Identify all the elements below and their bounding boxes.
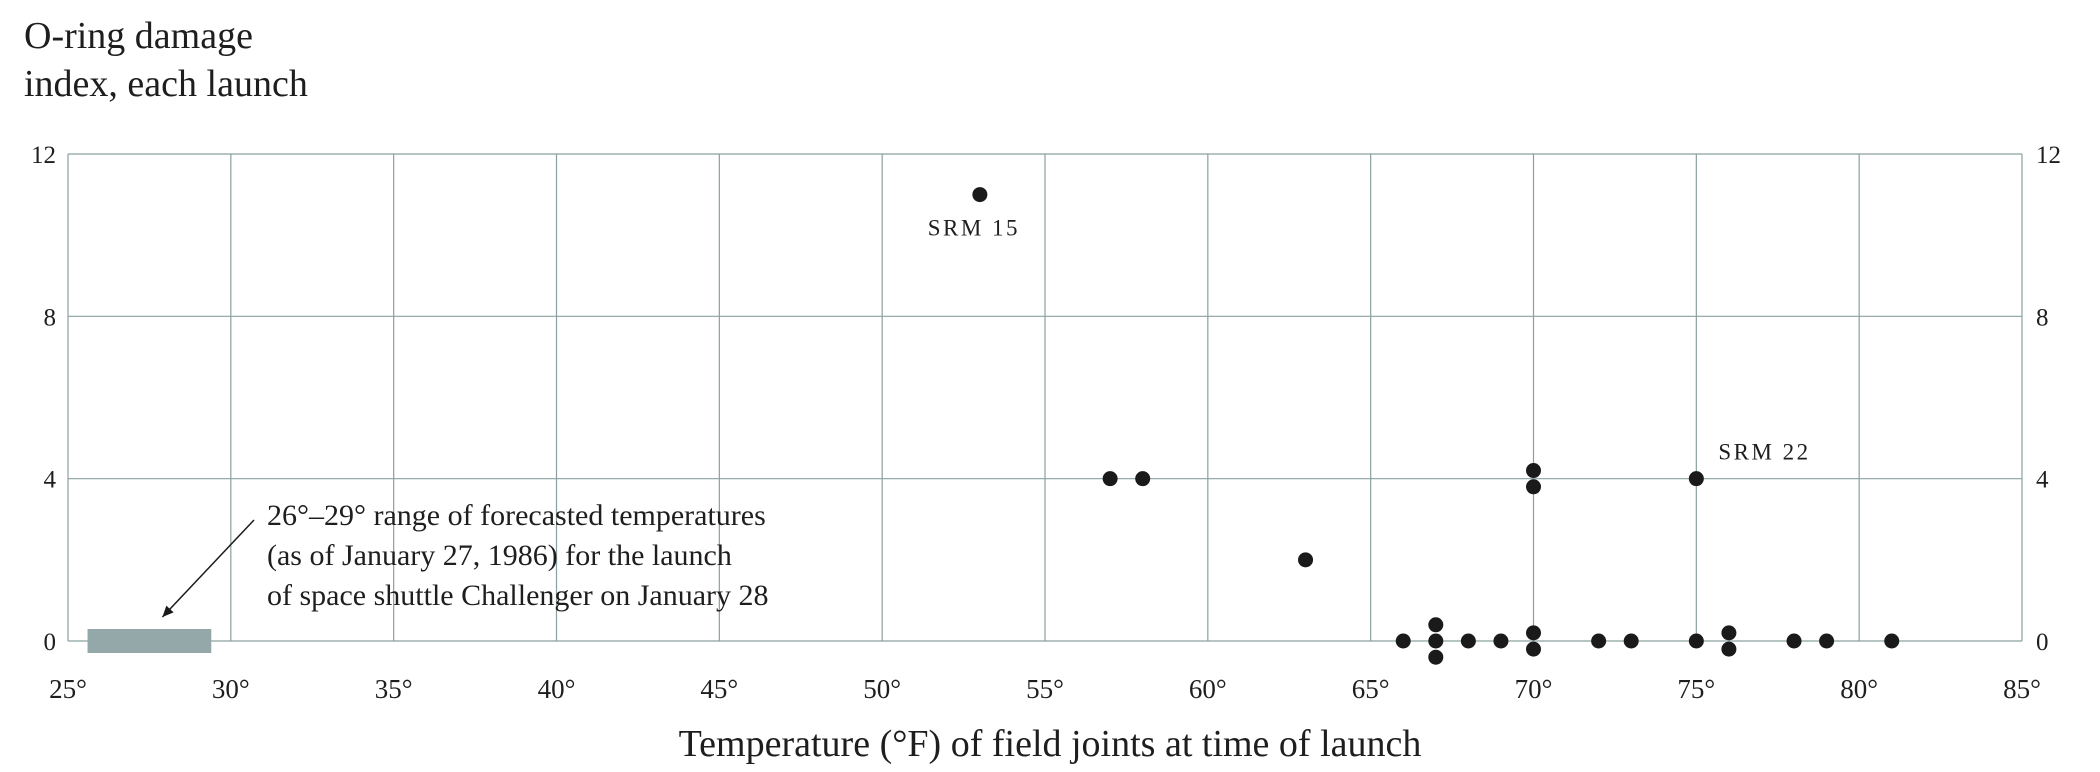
tick-labels: 25° 30° 35° 40° 45° 50° 55° 60° 65° 70° 75° 80° 85° 0… bbox=[31, 142, 2061, 704]
data-point-9 bbox=[1493, 633, 1509, 649]
data-point-2 bbox=[1135, 471, 1151, 487]
x-axis-title: Temperature (°F) of field joints at time… bbox=[678, 723, 1422, 765]
x-tick-label-10: 75° bbox=[1677, 674, 1715, 704]
data-point-22 bbox=[1884, 633, 1900, 649]
x-tick-label-7: 60° bbox=[1189, 674, 1227, 704]
x-tick-label-4: 45° bbox=[700, 674, 738, 704]
data-point-15 bbox=[1623, 633, 1639, 649]
annotation-line-1: 26°–29° range of forecasted temperatures bbox=[267, 499, 766, 532]
x-tick-label-5: 50° bbox=[863, 674, 901, 704]
point-labels: SRM 15 SRM 22 bbox=[928, 216, 1810, 465]
y-tick-label-left-3: 12 bbox=[31, 142, 56, 169]
data-point-11 bbox=[1526, 479, 1541, 495]
x-tick-label-2: 35° bbox=[375, 674, 413, 704]
annotation-arrow-line bbox=[161, 519, 255, 618]
data-point-17 bbox=[1688, 633, 1704, 649]
data-point-19 bbox=[1721, 641, 1737, 657]
data-point-14 bbox=[1591, 633, 1607, 649]
x-tick-label-3: 40° bbox=[538, 674, 576, 704]
annotation-arrow-head bbox=[162, 605, 174, 617]
forecast-range-band bbox=[87, 629, 212, 653]
data-point-7 bbox=[1428, 649, 1444, 665]
y-tick-label-left-0: 0 bbox=[44, 629, 57, 656]
grid bbox=[67, 153, 2023, 642]
x-tick-label-1: 30° bbox=[212, 674, 250, 704]
data-point-18 bbox=[1721, 625, 1737, 641]
data-point-21 bbox=[1819, 633, 1835, 649]
y-tick-label-right-2: 8 bbox=[2036, 304, 2049, 331]
data-points bbox=[972, 187, 1900, 665]
data-point-5 bbox=[1428, 617, 1444, 633]
data-point-1 bbox=[1102, 471, 1118, 487]
forecast-range-band-group bbox=[87, 629, 212, 653]
x-tick-label-0: 25° bbox=[49, 674, 87, 704]
annotation-arrow-group bbox=[161, 519, 255, 618]
data-point-10 bbox=[1526, 463, 1541, 479]
data-point-13 bbox=[1526, 641, 1541, 657]
data-point-8 bbox=[1460, 633, 1476, 649]
data-point-6 bbox=[1428, 633, 1444, 649]
point-label-srm-22: SRM 22 bbox=[1718, 440, 1810, 465]
data-point-20 bbox=[1786, 633, 1802, 649]
data-point-3 bbox=[1298, 552, 1314, 568]
annotation-line-2: (as of January 27, 1986) for the launch bbox=[267, 539, 732, 572]
data-point-12 bbox=[1526, 625, 1541, 641]
y-tick-label-right-1: 4 bbox=[2036, 467, 2049, 494]
data-point-16 bbox=[1688, 471, 1704, 487]
x-tick-label-11: 80° bbox=[1840, 674, 1878, 704]
y-tick-label-left-2: 8 bbox=[44, 304, 57, 331]
forecast-annotation: 26°–29° range of forecasted temperatures… bbox=[267, 496, 769, 616]
y-axis-title: O-ring damage index, each launch bbox=[24, 12, 308, 108]
y-axis-title-line-2: index, each launch bbox=[24, 63, 308, 105]
x-tick-label-9: 70° bbox=[1515, 674, 1553, 704]
y-axis-title-line-1: O-ring damage bbox=[24, 15, 253, 57]
x-tick-label-12: 85° bbox=[2003, 674, 2041, 704]
data-point-0 bbox=[972, 187, 988, 203]
data-point-4 bbox=[1395, 633, 1411, 649]
annotation-line-3: of space shuttle Challenger on January 2… bbox=[267, 579, 769, 612]
y-tick-label-left-1: 4 bbox=[44, 467, 57, 494]
y-tick-label-right-0: 0 bbox=[2036, 629, 2049, 656]
x-tick-label-8: 65° bbox=[1352, 674, 1390, 704]
x-tick-label-6: 55° bbox=[1026, 674, 1064, 704]
y-tick-label-right-3: 12 bbox=[2036, 142, 2061, 169]
point-label-srm-15: SRM 15 bbox=[928, 216, 1020, 241]
